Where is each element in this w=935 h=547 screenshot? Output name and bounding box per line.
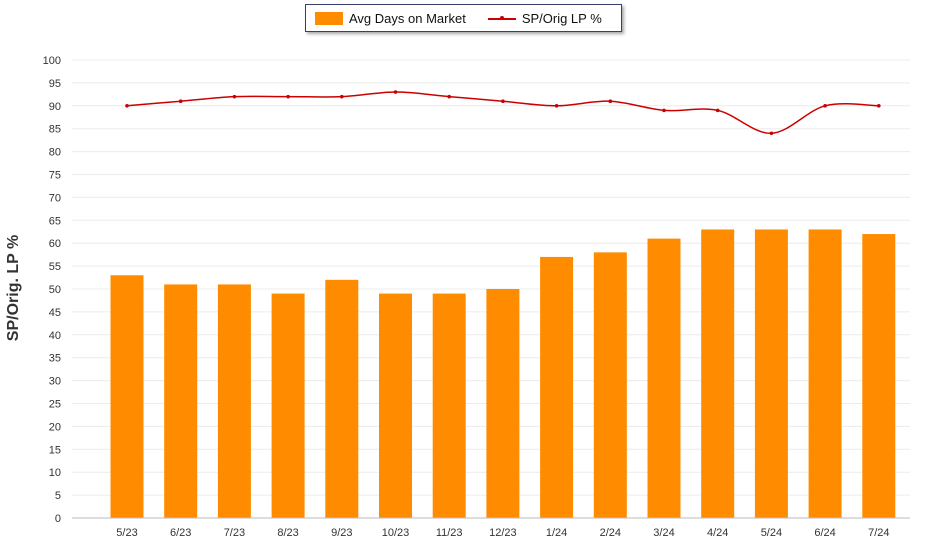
line-point-9-23 bbox=[340, 94, 344, 99]
y-tick-label: 85 bbox=[49, 124, 61, 136]
x-tick-label: 3/24 bbox=[653, 527, 674, 539]
y-tick-label: 40 bbox=[49, 330, 61, 342]
line-point-3-24 bbox=[662, 108, 666, 113]
y-tick-label: 5 bbox=[55, 490, 61, 502]
y-tick-label: 15 bbox=[49, 444, 61, 456]
y-tick-label: 60 bbox=[49, 238, 61, 250]
y-tick-labels: 0 5 10 15 20 25 30 35 40 45 50 55 60 65 70 75 80 85 90 95 10… bbox=[43, 55, 61, 525]
line-point-10-23 bbox=[393, 90, 398, 94]
bar-4-24 bbox=[701, 229, 735, 518]
bar-12-23 bbox=[486, 289, 520, 518]
y-tick-label: 10 bbox=[49, 467, 61, 479]
x-tick-label: 9/23 bbox=[331, 527, 352, 539]
x-tick-label: 4/24 bbox=[707, 527, 728, 539]
y-tick-label: 45 bbox=[49, 307, 61, 319]
bar-5-24 bbox=[754, 229, 788, 518]
legend-swatch-sp bbox=[487, 12, 516, 25]
line-series bbox=[125, 90, 881, 136]
y-tick-label: 35 bbox=[49, 353, 61, 365]
y-tick-label: 30 bbox=[49, 376, 61, 388]
bar-5-23 bbox=[110, 275, 144, 518]
sp-orig-lp-line bbox=[126, 91, 879, 135]
x-tick-label: 5/23 bbox=[116, 527, 137, 539]
bar-6-24 bbox=[808, 229, 842, 518]
x-tick-label: 8/23 bbox=[277, 527, 298, 539]
y-tick-label: 20 bbox=[49, 421, 61, 433]
line-point-12-23 bbox=[501, 99, 505, 104]
x-tick-label: 5/24 bbox=[761, 527, 782, 539]
line-point-6-24 bbox=[823, 104, 827, 108]
x-tick-label: 6/23 bbox=[170, 527, 191, 539]
x-tick-label: 2/24 bbox=[600, 527, 621, 539]
y-tick-label: 65 bbox=[49, 215, 61, 227]
y-tick-label: 90 bbox=[49, 101, 61, 113]
legend-label-days: Avg Days on Market bbox=[349, 10, 466, 26]
bar-1-24 bbox=[540, 256, 574, 518]
bar-11-23 bbox=[432, 293, 466, 518]
y-tick-label: 80 bbox=[49, 147, 61, 159]
x-tick-label: 10/23 bbox=[382, 527, 410, 539]
y-tick-label: 0 bbox=[55, 513, 61, 525]
bar-3-24 bbox=[647, 238, 681, 518]
x-tick-label: 12/23 bbox=[489, 527, 517, 539]
legend-swatch-days bbox=[315, 11, 343, 25]
x-tick-label: 1/24 bbox=[546, 527, 567, 539]
bar-6-23 bbox=[164, 284, 198, 518]
line-point-4-24 bbox=[715, 108, 720, 113]
y-tick-label: 100 bbox=[43, 55, 61, 67]
bar-8-23 bbox=[271, 293, 305, 518]
y-tick-label: 55 bbox=[49, 261, 61, 273]
bar-7-23 bbox=[217, 284, 251, 518]
x-tick-label: 7/24 bbox=[868, 527, 889, 539]
line-point-1-24 bbox=[554, 104, 559, 108]
bar-9-23 bbox=[325, 279, 359, 518]
line-point-2-24 bbox=[608, 99, 613, 104]
bar-2-24 bbox=[593, 252, 627, 519]
y-tick-label: 95 bbox=[49, 78, 61, 90]
legend: Avg Days on Market SP/Orig LP % bbox=[305, 4, 622, 32]
line-point-7-23 bbox=[232, 94, 237, 99]
x-tick-label: 7/23 bbox=[224, 527, 245, 539]
bars bbox=[110, 229, 896, 519]
bar-10-23 bbox=[379, 293, 412, 518]
line-point-8-23 bbox=[286, 94, 290, 99]
line-point-7-24 bbox=[877, 104, 881, 108]
line-point-5-23 bbox=[125, 104, 129, 108]
line-point-11-23 bbox=[447, 94, 452, 99]
y-tick-label: 25 bbox=[49, 399, 61, 411]
x-tick-label: 6/24 bbox=[814, 527, 835, 539]
x-tick-labels: 5/23 6/23 7/23 8/23 9/23 10/23 11/23 12/23 1/24 2… bbox=[116, 527, 889, 539]
bar-7-24 bbox=[862, 234, 896, 519]
line-point-5-24 bbox=[769, 131, 774, 136]
y-tick-label: 70 bbox=[49, 192, 61, 204]
line-point-6-23 bbox=[178, 99, 183, 104]
y-tick-label: 50 bbox=[49, 284, 61, 296]
x-tick-label: 11/23 bbox=[436, 527, 463, 539]
legend-label-sp: SP/Orig LP % bbox=[521, 10, 602, 26]
y-tick-label: 75 bbox=[49, 170, 61, 182]
